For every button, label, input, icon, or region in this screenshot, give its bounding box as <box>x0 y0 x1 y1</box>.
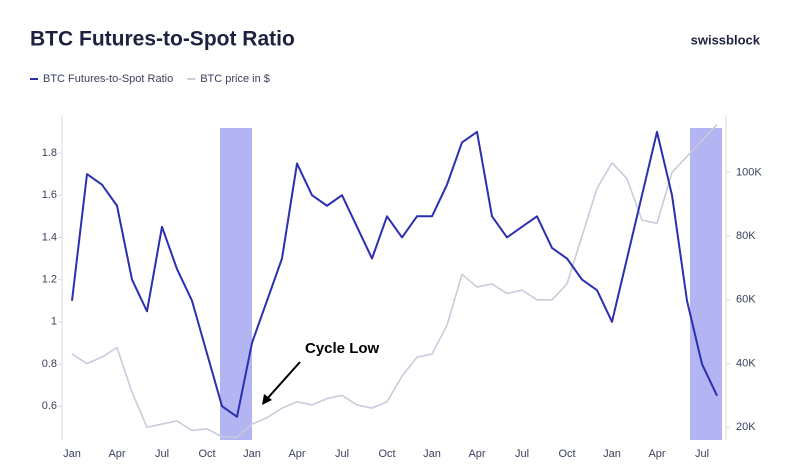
y-tick-label: 0.8 <box>42 358 57 370</box>
x-tick-label: Jan <box>243 448 261 460</box>
x-tick-label: Apr <box>108 448 125 460</box>
x-tick-label: Jan <box>603 448 621 460</box>
legend-label: BTC Futures-to-Spot Ratio <box>43 73 173 85</box>
x-tick-label: Oct <box>198 448 215 460</box>
annotation: Cycle Low <box>305 340 380 357</box>
y2-tick-label: 60K <box>736 294 756 306</box>
x-tick-label: Apr <box>468 448 485 460</box>
y-tick-label: 1.4 <box>42 231 57 243</box>
chart-title: BTC Futures-to-Spot Ratio <box>30 28 295 51</box>
x-tick-label: Jul <box>695 448 709 460</box>
series-line <box>71 124 718 439</box>
y2-tick-label: 20K <box>736 421 756 433</box>
arrow-head <box>262 394 272 405</box>
y2-tick-label: 100K <box>736 166 762 178</box>
series-line <box>71 130 718 418</box>
x-tick-label: Jul <box>335 448 349 460</box>
highlight-band <box>220 128 252 440</box>
brand: swissblock <box>691 32 761 47</box>
x-tick-label: Oct <box>558 448 575 460</box>
y-tick-label: 1 <box>51 316 57 328</box>
x-tick-label: Jul <box>155 448 169 460</box>
legend-label: BTC price in $ <box>200 73 270 85</box>
x-tick-label: Oct <box>378 448 395 460</box>
arrow <box>265 361 301 401</box>
y-tick-label: 1.8 <box>42 147 57 159</box>
y-tick-label: 1.2 <box>42 274 57 286</box>
y-tick-label: 1.6 <box>42 189 57 201</box>
x-tick-label: Apr <box>648 448 665 460</box>
y-tick-label: 0.6 <box>42 400 57 412</box>
y2-tick-label: 40K <box>736 357 756 369</box>
x-tick-label: Apr <box>288 448 305 460</box>
x-tick-label: Jan <box>63 448 81 460</box>
highlight-band <box>690 128 722 440</box>
y2-tick-label: 80K <box>736 230 756 242</box>
x-tick-label: Jul <box>515 448 529 460</box>
x-tick-label: Jan <box>423 448 441 460</box>
